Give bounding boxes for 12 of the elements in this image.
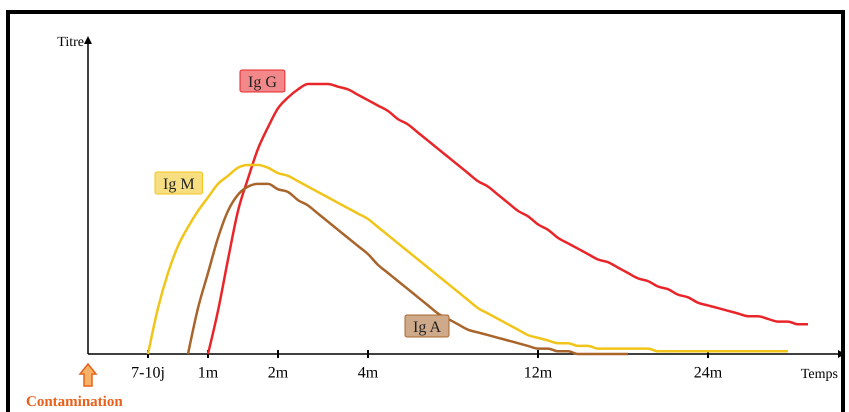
series-label: Ig G: [248, 74, 278, 91]
x-tick-label: 7-10j: [131, 364, 165, 382]
x-axis-title: Temps: [800, 367, 838, 382]
x-tick-label: 4m: [358, 364, 379, 382]
x-tick-label: 24m: [694, 364, 723, 382]
series-label: Ig A: [413, 319, 442, 336]
x-tick-label: 1m: [198, 364, 219, 382]
x-tick-label: 12m: [524, 364, 553, 382]
x-tick-label: 2m: [268, 364, 289, 382]
y-axis-title: Titre: [57, 35, 84, 50]
series-label: Ig M: [163, 176, 195, 193]
text: Contamination: [26, 394, 124, 410]
